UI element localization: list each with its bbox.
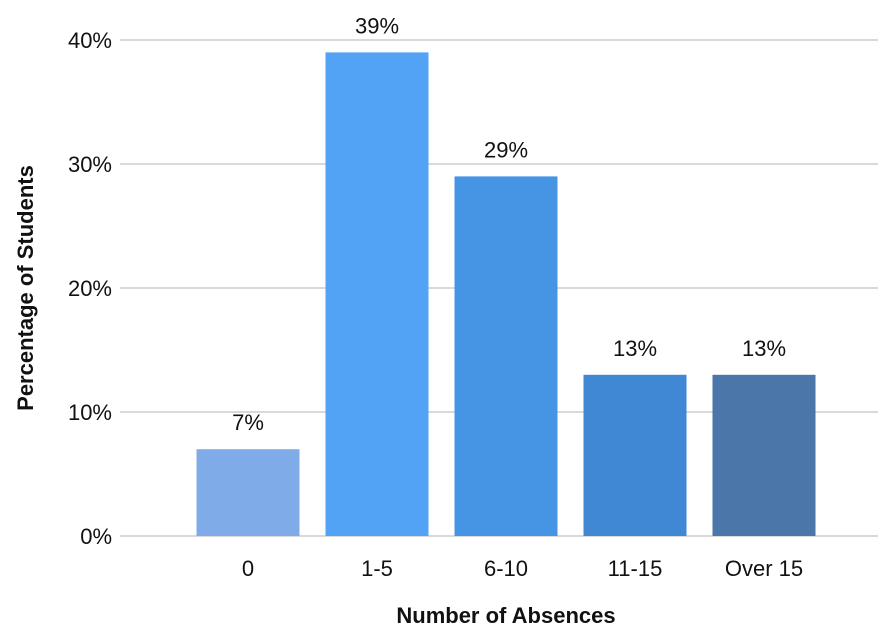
data-labels: 7% 39% 29% 13% 13% xyxy=(232,13,786,435)
y-axis-title: Percentage of Students xyxy=(13,165,38,411)
y-axis-ticks: 0% 10% 20% 30% 40% xyxy=(68,28,112,549)
bar xyxy=(325,52,429,537)
x-tick-label: 1-5 xyxy=(361,556,393,581)
bar-value-label: 29% xyxy=(484,137,528,162)
bars xyxy=(196,52,816,537)
x-tick-label: 6-10 xyxy=(484,556,528,581)
bar-value-label: 39% xyxy=(355,13,399,38)
x-axis-title: Number of Absences xyxy=(396,603,615,626)
y-tick-label: 40% xyxy=(68,28,112,53)
x-tick-label: 11-15 xyxy=(608,556,663,581)
bar-value-label: 13% xyxy=(742,336,786,361)
x-tick-label: 0 xyxy=(242,556,254,581)
y-tick-label: 30% xyxy=(68,152,112,177)
x-tick-label: Over 15 xyxy=(725,556,803,581)
y-tick-label: 10% xyxy=(68,400,112,425)
bar xyxy=(196,449,300,536)
bar-value-label: 13% xyxy=(613,336,657,361)
x-axis-ticks: 0 1-5 6-10 11-15 Over 15 xyxy=(242,556,803,581)
bar xyxy=(712,374,816,536)
bar-value-label: 7% xyxy=(232,410,264,435)
bar xyxy=(583,374,687,536)
bar xyxy=(454,176,558,536)
y-tick-label: 0% xyxy=(80,524,112,549)
y-tick-label: 20% xyxy=(68,276,112,301)
